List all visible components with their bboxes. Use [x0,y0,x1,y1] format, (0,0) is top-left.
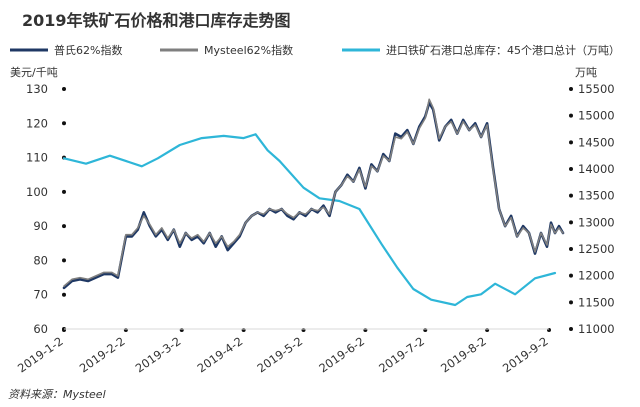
right-tick-label: 14500 [578,135,615,149]
right-tick-dot [569,113,573,118]
chart-title: 2019年铁矿石价格和港口库存走势图 [22,11,291,30]
x-tick-label: 2019-8-2 [438,334,489,375]
left-tick-label: 110 [26,151,48,165]
right-tick-label: 13000 [578,215,615,229]
right-tick-dot [569,247,573,251]
right-tick-label: 11000 [578,322,615,336]
left-tick-dot [62,258,66,263]
right-tick-label: 13500 [578,189,615,203]
left-tick-label: 100 [26,185,48,199]
source-note: 资料来源：Mysteel [8,388,106,401]
right-axis-ticks: 11000 11500 12000 12500 13000 13500 14000 14500… [569,82,615,336]
x-tick-label: 2019-9-2 [500,334,551,375]
left-axis-ticks: 60 70 80 90 100 110 120 130 [26,82,66,336]
legend-label-inventory: 进口铁矿石港口总库存：45个港口总计（万吨） [386,43,620,57]
right-tick-label: 14000 [578,162,615,176]
left-tick-label: 80 [33,253,48,267]
left-tick-label: 130 [26,82,48,96]
right-tick-label: 12500 [578,242,615,256]
right-tick-dot [569,87,573,91]
right-tick-label: 15500 [578,82,615,96]
right-tick-dot [569,193,573,198]
x-tick-label: 2019-3-2 [133,334,184,375]
x-tick-label: 2019-2-2 [77,334,128,375]
right-axis-unit: 万吨 [575,66,597,79]
x-tick-label: 2019-5-2 [254,334,305,375]
x-tick-label: 2019-7-2 [376,334,427,375]
left-tick-dot [62,87,66,91]
left-tick-dot [62,121,66,126]
left-tick-dot [62,292,66,297]
x-tick-label: 2019-4-2 [195,334,246,375]
left-tick-label: 120 [26,116,48,130]
series-line-inventory [62,133,557,307]
legend-label-mysteel: Mysteel62%指数 [204,43,293,57]
right-tick-dot [569,220,573,225]
x-axis-ticks: 2019-1-2 2019-2-2 2019-3-2 2019-4-2 2019-5-2… [15,328,551,375]
left-tick-label: 90 [33,219,48,233]
right-tick-label: 11500 [578,295,615,309]
right-tick-dot [569,327,573,331]
legend-label-platts: 普氏62%指数 [54,43,122,57]
left-tick-label: 70 [33,288,48,302]
x-tick-label: 2019-1-2 [15,334,66,375]
right-tick-dot [569,140,573,145]
series-line-mysteel [63,98,564,287]
right-tick-dot [569,167,573,171]
series-line-platts [62,101,565,290]
left-tick-dot [62,224,66,229]
right-tick-dot [569,273,573,278]
left-tick-label: 60 [33,322,48,336]
right-tick-label: 15000 [578,109,615,123]
left-axis-unit: 美元/千吨 [10,66,58,79]
legend: 普氏62%指数 Mysteel62%指数 进口铁矿石港口总库存：45个港口总计（… [10,43,620,57]
right-tick-label: 12000 [578,269,615,283]
series-layer [62,98,565,307]
x-tick-label: 2019-6-2 [316,334,367,375]
right-tick-dot [569,300,573,305]
left-tick-dot [62,189,66,194]
